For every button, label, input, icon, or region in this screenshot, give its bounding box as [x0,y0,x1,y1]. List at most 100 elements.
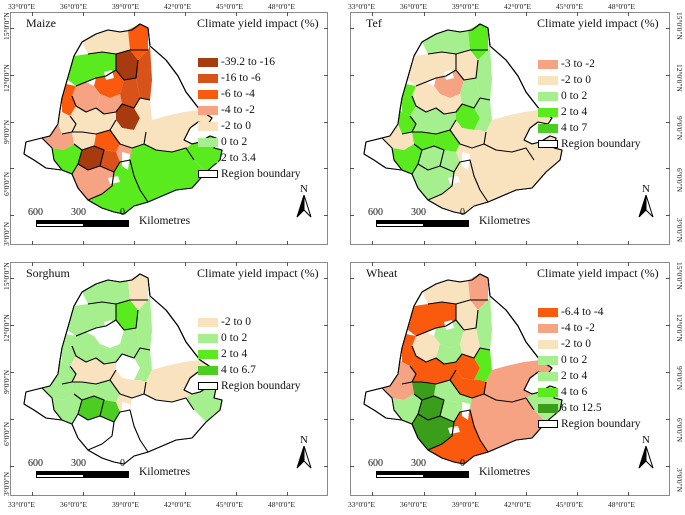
frame-tick [184,241,186,245]
region-boundary-line [411,393,423,425]
region-boundary-line [453,409,489,453]
map-region [470,394,546,452]
map-region [418,396,444,420]
map-region [72,332,100,362]
legend-label: Region boundary [561,418,641,430]
frame-tick [666,121,670,123]
region-boundary-line [412,369,457,385]
map-region [456,50,478,80]
legend: -3 to -2 -2 to 0 0 to 2 2 to 4 4 to 7 Region … [538,56,641,152]
region-boundary-line [41,137,63,171]
region-boundary-line [411,345,491,365]
longitude-label: 33°0'0"E [348,500,375,509]
map-region [408,52,456,86]
longitude-label: 33°0'0"E [348,2,375,11]
frame-tick [134,492,136,496]
longitude-label: 39°0'0"E [452,2,479,11]
legend-label: 0 to 2 [561,354,588,366]
panel-title: Sorghum [26,266,70,280]
longitude-label: 48°0'0"E [268,2,295,11]
frame-tick [184,262,186,266]
legend-title: Climate yield impact (%) [197,266,319,280]
scale-label-300: 300 [411,458,426,469]
legend-label: -6 to -4 [221,88,255,100]
frame-tick [235,492,237,496]
legend-item: 0 to 2 [198,134,301,150]
frame-tick [350,371,354,373]
region-boundary-line [455,54,479,81]
map-region [402,84,416,116]
frame-tick [10,278,14,280]
legend-swatch [538,339,558,349]
map-region [412,164,454,200]
region-boundary-line [41,387,63,421]
region-boundary-line [417,395,445,421]
frame-tick [350,418,354,420]
frame-tick [350,465,354,467]
scale-bar [36,220,129,227]
frame-tick [10,74,14,76]
legend-swatch [198,137,218,147]
ethiopia-map [23,23,223,215]
legend-label: -3 to -2 [561,58,595,70]
legend-label: Region boundary [221,168,301,180]
frame-tick [372,12,374,16]
map-region [484,110,552,152]
frame-tick [350,121,354,123]
latitude-label: 6°0'0"N [675,418,684,443]
frame-tick [324,418,328,420]
map-region [450,370,486,398]
region-boundary-line [427,165,455,201]
map-region [70,106,116,134]
scale-label-600: 600 [28,207,43,218]
map-region [450,120,486,148]
legend-swatch-outline [198,382,218,390]
map-region [412,82,440,112]
map-region [116,300,138,330]
map-region [116,354,140,380]
frame-tick [666,214,670,216]
map-region [474,348,492,382]
frame-tick [10,325,14,327]
frame-tick [666,74,670,76]
north-arrow: N [294,183,314,222]
longitude-label: 42°0'0"E [504,2,531,11]
latitude-label: 15°0'0"N [2,12,11,40]
scale-unit: Kilometres [479,466,531,478]
frame-tick [372,262,374,266]
legend-label: -16 to -6 [221,72,261,84]
longitude-label: 45°0'0"E [556,2,583,11]
legend-swatch [538,371,558,381]
map-region [412,382,436,400]
region-boundary-line [72,369,117,385]
region-boundary-line [143,143,195,161]
map-region [24,138,62,170]
legend-label: -2 to 0 [561,74,592,86]
longitude-label: 39°0'0"E [452,500,479,509]
frame-tick [235,12,237,16]
frame-tick [324,465,328,467]
map-region [110,120,146,148]
longitude-label: 48°0'0"E [608,500,635,509]
legend-item: -6 to -4 [198,86,301,102]
region-boundary-line [115,304,139,331]
legend-swatch [198,121,218,131]
map-region [78,146,104,170]
region-boundary-line [483,143,535,161]
frame-tick [10,418,14,420]
map-region [120,78,140,108]
latitude-label: 12°0'0"N [2,64,11,92]
region-boundary-line [61,365,77,385]
longitude-label: 45°0'0"E [216,500,243,509]
map-region [134,98,152,132]
map-region [110,370,146,398]
map-region [460,78,480,108]
longitude-label: 45°0'0"E [216,2,243,11]
legend-swatch [198,153,218,163]
map-panel-sorghum: Sorghum Climate yield impact (%) -2 to 0… [10,262,328,496]
region-boundary-line [483,393,535,411]
legend-item: -2 to 0 [198,314,301,330]
frame-tick [666,28,670,30]
latitude-label: 12°0'0"N [675,64,684,92]
legend-swatch [538,59,558,69]
